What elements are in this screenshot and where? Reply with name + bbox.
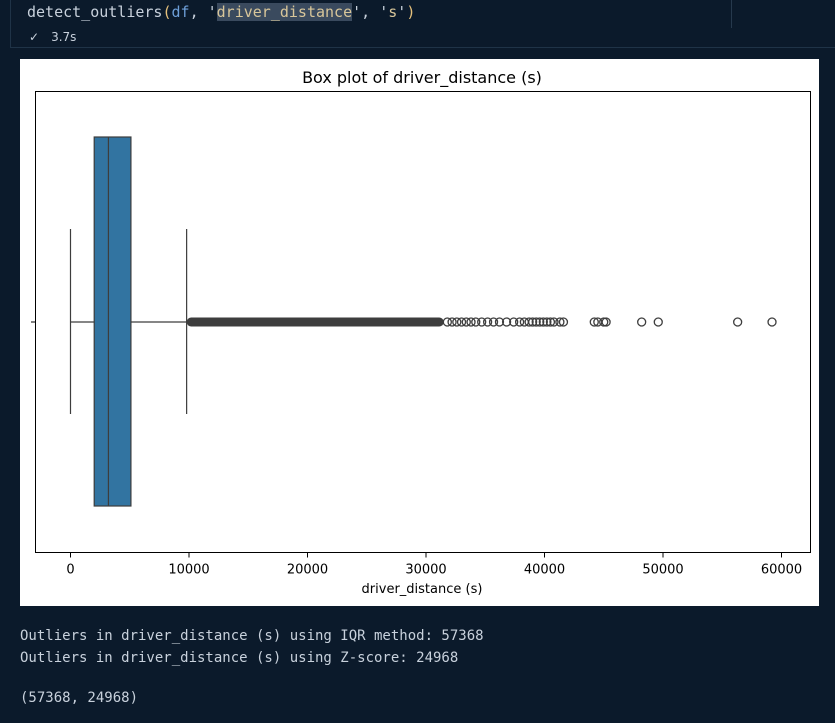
outlier-point [514, 317, 525, 327]
outlier-point [461, 317, 471, 327]
execution-status: ✓ 3.7s [29, 30, 76, 44]
outlier-point [558, 317, 569, 327]
box-plot-chart: Box plot of driver_distance (s) 0 10000 20… [31, 68, 811, 597]
code-cell[interactable]: detect_outliers(df, 'driver_distance', '… [10, 0, 835, 48]
output-line-iqr: Outliers in driver_distance (s) using IQ… [20, 628, 484, 644]
outlier-point [456, 317, 467, 327]
close-paren: ) [406, 3, 416, 21]
outlier-dense-band [186, 317, 444, 327]
arg-column: driver_distance [216, 3, 353, 21]
outlier-point [531, 317, 541, 327]
execution-time: 3.7s [51, 30, 77, 44]
x-tick-label: 60000 [761, 563, 802, 578]
x-tick-label: 0 [66, 563, 74, 578]
outlier-point [482, 317, 493, 327]
code-line[interactable]: detect_outliers(df, 'driver_distance', '… [27, 3, 416, 21]
arg-df: df [171, 3, 190, 21]
outlier-point [442, 317, 452, 327]
outlier-point [466, 317, 476, 327]
x-axis-label: driver_distance (s) [362, 582, 483, 597]
x-tick-label: 10000 [168, 563, 209, 578]
outlier-point [733, 317, 743, 327]
outlier-point [447, 317, 457, 327]
open-paren: ( [162, 3, 172, 21]
outlier-point [637, 317, 647, 327]
x-tick-label: 20000 [287, 563, 328, 578]
output-line-result: (57368, 24968) [20, 690, 139, 706]
outlier-point [509, 317, 519, 327]
outlier-point [488, 317, 499, 327]
arg-unit: s [388, 3, 398, 21]
outlier-point [542, 317, 552, 327]
iqr-box [93, 136, 132, 507]
outlier-point [501, 317, 512, 327]
outlier-point [653, 317, 663, 327]
outlier-point [555, 317, 565, 327]
x-tick-label: 40000 [524, 563, 565, 578]
outlier-point [538, 317, 548, 327]
outlier-point [601, 317, 611, 327]
outlier-point [535, 317, 545, 327]
outlier-point [477, 317, 487, 327]
checkmark-icon: ✓ [29, 30, 40, 44]
outlier-point [494, 317, 505, 327]
outlier-point [524, 317, 534, 327]
output-line-zscore: Outliers in driver_distance (s) using Z-… [20, 650, 459, 666]
x-tick-label: 50000 [642, 563, 683, 578]
outlier-point [528, 317, 538, 327]
outlier-point [471, 317, 481, 327]
chart-title: Box plot of driver_distance (s) [302, 68, 542, 88]
function-name: detect_outliers [27, 3, 163, 21]
outlier-point [545, 317, 556, 327]
outlier-point [452, 317, 462, 327]
outlier-point [589, 317, 599, 327]
outlier-point [549, 317, 559, 327]
plot-output: Box plot of driver_distance (s) 0 10000 20… [20, 59, 819, 606]
cell-divider [731, 0, 732, 28]
outlier-point [767, 317, 777, 327]
x-tick-label: 30000 [405, 563, 446, 578]
